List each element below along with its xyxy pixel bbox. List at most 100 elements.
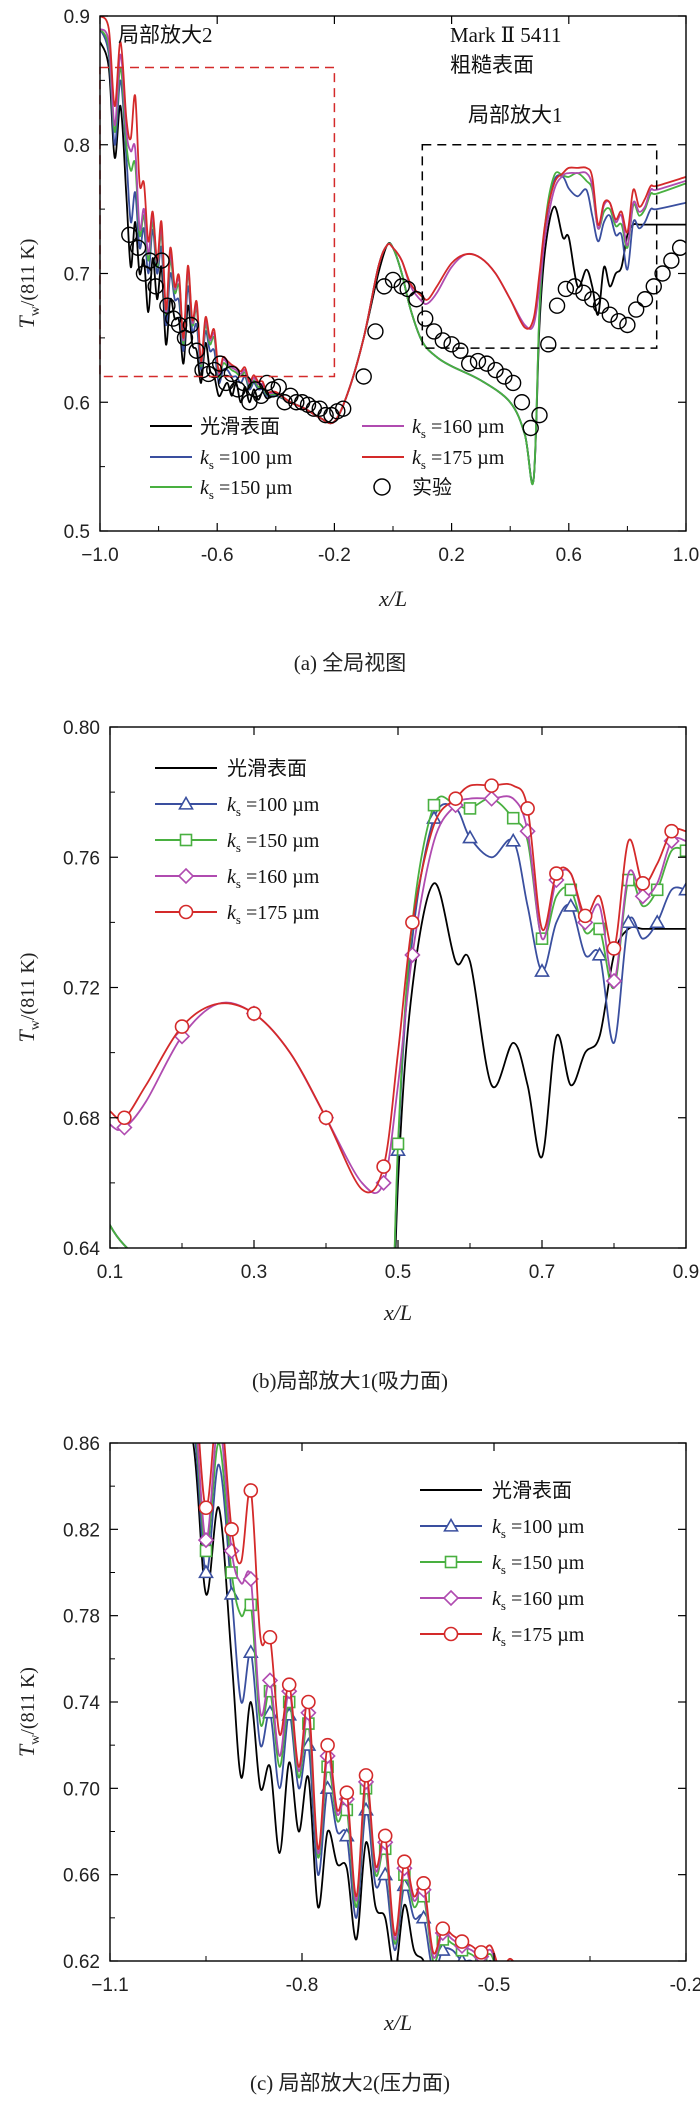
y-tick-label: 0.74 xyxy=(63,1693,100,1714)
data-point-ks150 xyxy=(391,1137,405,1151)
data-point-ks100 xyxy=(198,1564,214,1579)
data-point-ks100 xyxy=(462,829,478,844)
legend-marker-ks160 xyxy=(177,867,195,885)
x-tick-label: 0.9 xyxy=(673,1262,699,1283)
data-point-ks175 xyxy=(448,791,463,806)
data-point-ks175 xyxy=(262,1629,278,1645)
y-tick-label: 0.62 xyxy=(63,1952,100,1973)
data-point-ks160 xyxy=(242,1570,259,1588)
legend-label-experiment: 实验 xyxy=(412,476,452,499)
data-point-ks160 xyxy=(605,972,623,990)
data-point-experiment xyxy=(211,355,229,372)
data-point-ks150 xyxy=(679,844,686,858)
data-point-experiment xyxy=(592,297,610,314)
data-point-experiment xyxy=(522,419,539,437)
data-point-experiment xyxy=(513,394,531,411)
x-tick-label: 0.7 xyxy=(529,1262,555,1283)
data-point-experiment xyxy=(434,332,452,349)
y-tick-label: 0.80 xyxy=(63,718,100,739)
data-point-experiment xyxy=(619,316,636,334)
legend-marker-ks150 xyxy=(179,833,193,847)
y-tick-label: 0.64 xyxy=(63,1239,100,1260)
data-point-experiment xyxy=(425,323,443,340)
legend-marker-ks175 xyxy=(178,904,194,920)
data-point-ks150 xyxy=(427,798,441,812)
data-point-experiment xyxy=(408,291,425,308)
legend-label-ks150: ks =150 µm xyxy=(492,1552,585,1577)
data-point-experiment xyxy=(663,252,680,269)
y-tick-label: 0.72 xyxy=(63,979,100,1000)
legend-label-ks100: ks =100 µm xyxy=(492,1516,585,1541)
annotation-zoom1: 局部放大1 xyxy=(468,103,563,127)
data-point-ks175 xyxy=(473,1945,489,1960)
data-point-experiment xyxy=(182,316,200,334)
data-point-ks100 xyxy=(591,946,608,961)
y-tick-label: 0.78 xyxy=(63,1607,100,1628)
data-point-ks150 xyxy=(593,922,606,936)
data-point-ks100 xyxy=(457,1952,467,1961)
x-tick-label: -0.6 xyxy=(201,545,234,566)
chart-caption-a: (a) 全局视图 xyxy=(294,651,407,675)
data-point-experiment xyxy=(443,336,460,353)
legend-label-ks150: ks =150 µm xyxy=(200,477,293,502)
data-point-ks175 xyxy=(377,1828,393,1844)
data-point-experiment xyxy=(548,297,566,314)
legend-label-smooth: 光滑表面 xyxy=(227,757,307,780)
data-point-experiment xyxy=(575,284,592,302)
data-point-experiment xyxy=(417,310,434,327)
legend-marker-ks150 xyxy=(444,1555,458,1569)
data-point-experiment xyxy=(317,406,334,424)
y-tick-label: 0.8 xyxy=(64,136,90,157)
data-point-ks175 xyxy=(358,1768,374,1783)
data-point-ks175 xyxy=(577,908,593,924)
data-point-ks175 xyxy=(484,778,499,793)
x-tick-label: -0.2 xyxy=(318,545,351,566)
plot-area-a xyxy=(100,16,686,485)
data-point-ks175 xyxy=(318,1110,334,1126)
data-point-ks175 xyxy=(243,1483,259,1498)
data-point-experiment xyxy=(206,361,223,379)
series-line-ks150 xyxy=(195,1443,495,1961)
data-point-experiment xyxy=(147,278,164,295)
legend-label-ks175: ks =175 µm xyxy=(227,902,320,927)
data-point-experiment xyxy=(258,374,276,392)
data-point-experiment xyxy=(288,394,305,411)
chart-panel-c: −1.1 -0.8 -0.5 -0.2 0.62 0.66 0.70 0.74 0.78 0.82… xyxy=(14,1434,700,2095)
data-point-experiment xyxy=(504,374,522,392)
y-axis-label: Tw/(811 K) xyxy=(14,953,43,1043)
data-point-ks150 xyxy=(225,1566,238,1579)
data-point-experiment xyxy=(460,355,478,372)
data-point-ks175 xyxy=(606,941,622,956)
chart-panel-b: 0.1 0.3 0.5 0.7 0.9 0.64 0.68 0.72 0.76 0.80 x/L Tw… xyxy=(14,718,699,1393)
data-point-experiment xyxy=(636,291,654,308)
data-point-experiment xyxy=(376,278,393,295)
data-point-ks175 xyxy=(376,1159,391,1174)
data-point-experiment xyxy=(452,342,469,359)
legend-label-ks100: ks =100 µm xyxy=(200,447,293,472)
data-point-experiment xyxy=(334,400,352,417)
data-point-experiment xyxy=(367,323,384,340)
plot-frame-c xyxy=(109,1442,687,1962)
annotation-surface: 粗糙表面 xyxy=(450,53,534,77)
x-tick-label: 0.2 xyxy=(438,545,464,566)
series-line-ks175 xyxy=(100,16,686,425)
data-point-ks175 xyxy=(198,1500,214,1516)
legend-marker-ks100 xyxy=(178,795,194,810)
data-point-ks160 xyxy=(634,888,651,905)
data-point-ks175 xyxy=(454,1934,470,1949)
x-axis-label: x/L xyxy=(378,586,407,611)
data-point-ks160 xyxy=(483,790,500,807)
x-tick-label: -0.8 xyxy=(286,1975,319,1996)
legend-label-ks175: ks =175 µm xyxy=(492,1624,585,1649)
x-tick-label: −1.0 xyxy=(81,545,119,566)
data-point-ks100 xyxy=(562,897,579,912)
data-point-experiment xyxy=(496,368,513,385)
y-tick-label: 0.68 xyxy=(63,1109,100,1130)
data-point-experiment xyxy=(188,342,205,359)
x-axis-label: x/L xyxy=(383,2010,412,2035)
annotation-zoom2: 局部放大2 xyxy=(118,23,213,47)
x-tick-label: −1.1 xyxy=(91,1975,129,1996)
legend-marker-ks175 xyxy=(443,1626,459,1642)
y-tick-label: 0.5 xyxy=(64,522,90,543)
x-tick-label: 0.1 xyxy=(97,1262,123,1283)
